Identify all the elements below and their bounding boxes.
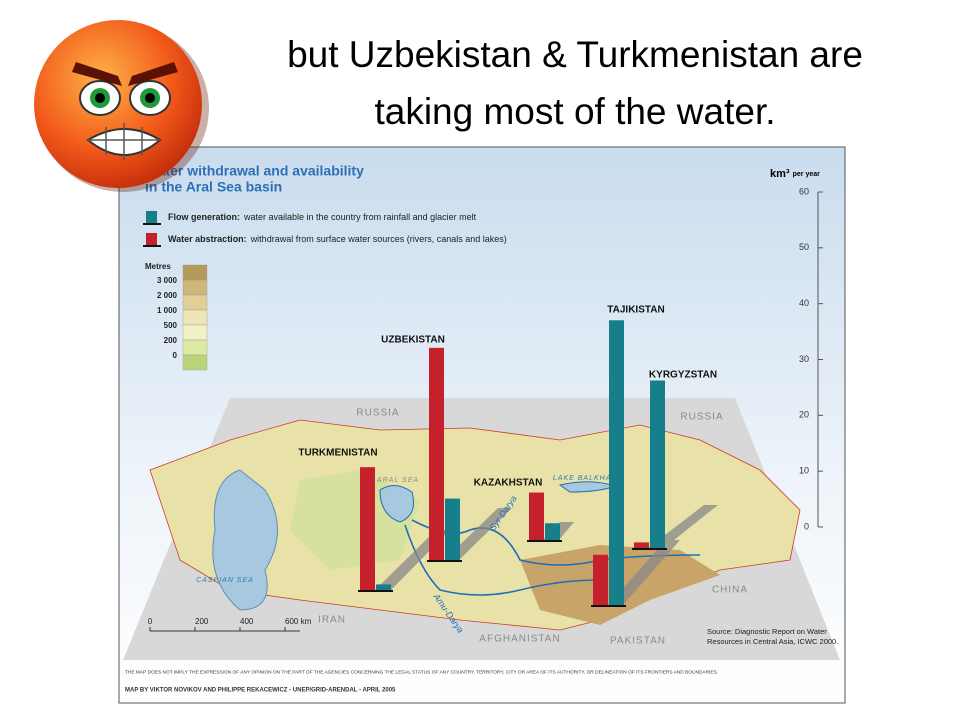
y-tick-label: 20 [799, 410, 809, 420]
y-tick-label: 0 [804, 521, 809, 531]
chart-title: in the Aral Sea basin [145, 179, 282, 195]
country-label: KAZAKHSTAN [474, 478, 543, 489]
elevation-label: 500 [164, 321, 178, 330]
y-tick-label: 30 [799, 354, 809, 364]
scale-label: 0 [148, 617, 153, 626]
country-label: TAJIKISTAN [607, 305, 664, 316]
map-label: LAKE BALKHASH [553, 475, 623, 482]
elevation-label: 3 000 [157, 276, 178, 285]
legend-swatch [146, 211, 157, 223]
scale-label: 600 km [285, 617, 312, 626]
elevation-label: 2 000 [157, 291, 178, 300]
elevation-swatch [182, 279, 208, 296]
credit: MAP BY VIKTOR NOVIKOV AND PHILIPPE REKAC… [125, 688, 396, 694]
legend-swatch [146, 233, 157, 245]
y-tick-label: 60 [799, 186, 809, 196]
legend-entry: Flow generation: water available in the c… [168, 212, 477, 222]
chart-title: Water withdrawal and availability [145, 163, 364, 179]
y-tick-label: 40 [799, 298, 809, 308]
aral-sea [379, 485, 414, 523]
elevation-label: 200 [164, 336, 178, 345]
elevation-swatch [182, 339, 208, 356]
bar [429, 347, 444, 560]
scale-label: 200 [195, 617, 209, 626]
bar [445, 498, 460, 560]
y-tick-label: 10 [799, 466, 809, 476]
bar [609, 320, 624, 605]
bar [650, 380, 665, 548]
legend-description: water available in the country from rain… [243, 212, 477, 222]
bar [593, 554, 608, 605]
bar [529, 492, 544, 540]
river [404, 524, 601, 596]
caspian-sea [212, 469, 278, 611]
map-label: IRAN [318, 615, 346, 626]
elevation-label: 1 000 [157, 306, 178, 315]
bar [545, 523, 560, 540]
slide-title: taking most of the water. [374, 91, 775, 132]
source: Source: Diagnostic Report on Water [707, 627, 827, 636]
legend-entry: Water abstraction: withdrawal from surfac… [168, 234, 507, 244]
y-tick-label: 50 [799, 242, 809, 252]
bar [360, 467, 375, 590]
bar [376, 584, 391, 590]
country-label: TURKMENISTAN [298, 448, 377, 459]
elevation-label: 0 [173, 351, 178, 360]
elevation-swatch [182, 264, 208, 281]
legend-name: Water abstraction: [168, 234, 247, 244]
map-figure: RUSSIA RUSSIA ARAL SEA LAKE BALKHASH CAS… [118, 146, 846, 704]
country-label: UZBEKISTAN [381, 335, 445, 346]
legend-name: Flow generation: [168, 212, 240, 222]
map-label: RUSSIA [356, 408, 399, 419]
elevation-swatch [182, 294, 208, 311]
map-label: CHINA [712, 585, 748, 596]
slide-title: but Uzbekistan & Turkmenistan are [287, 34, 863, 75]
map-label: CASPIAN SEA [196, 577, 254, 584]
angry-emoji [34, 20, 209, 192]
y-axis-label: km³ [770, 168, 790, 180]
elevation-swatch [182, 324, 208, 341]
legend-description: withdrawal from surface water sources (r… [250, 234, 507, 244]
map-label: PAKISTAN [610, 636, 666, 647]
elevation-legend-title: Metres [145, 262, 171, 271]
river [411, 519, 701, 566]
country-label: KYRGYZSTAN [649, 370, 717, 381]
map-label: RUSSIA [680, 412, 723, 423]
disclaimer: THE MAP DOES NOT IMPLY THE EXPRESSION OF… [125, 669, 718, 675]
source: Resources in Central Asia, ICWC 2000. [707, 637, 838, 646]
bar [634, 542, 649, 548]
y-axis-label: km³ per year [770, 168, 820, 180]
elevation-swatch [182, 354, 208, 371]
scale-label: 400 [240, 617, 254, 626]
elevation-swatch [182, 309, 208, 326]
map-label: AFGHANISTAN [479, 634, 560, 645]
map-label: ARAL SEA [376, 477, 419, 484]
y-axis-unit: per year [793, 171, 821, 178]
scale-bar-labels: 0 200 400 600 km [148, 617, 312, 631]
